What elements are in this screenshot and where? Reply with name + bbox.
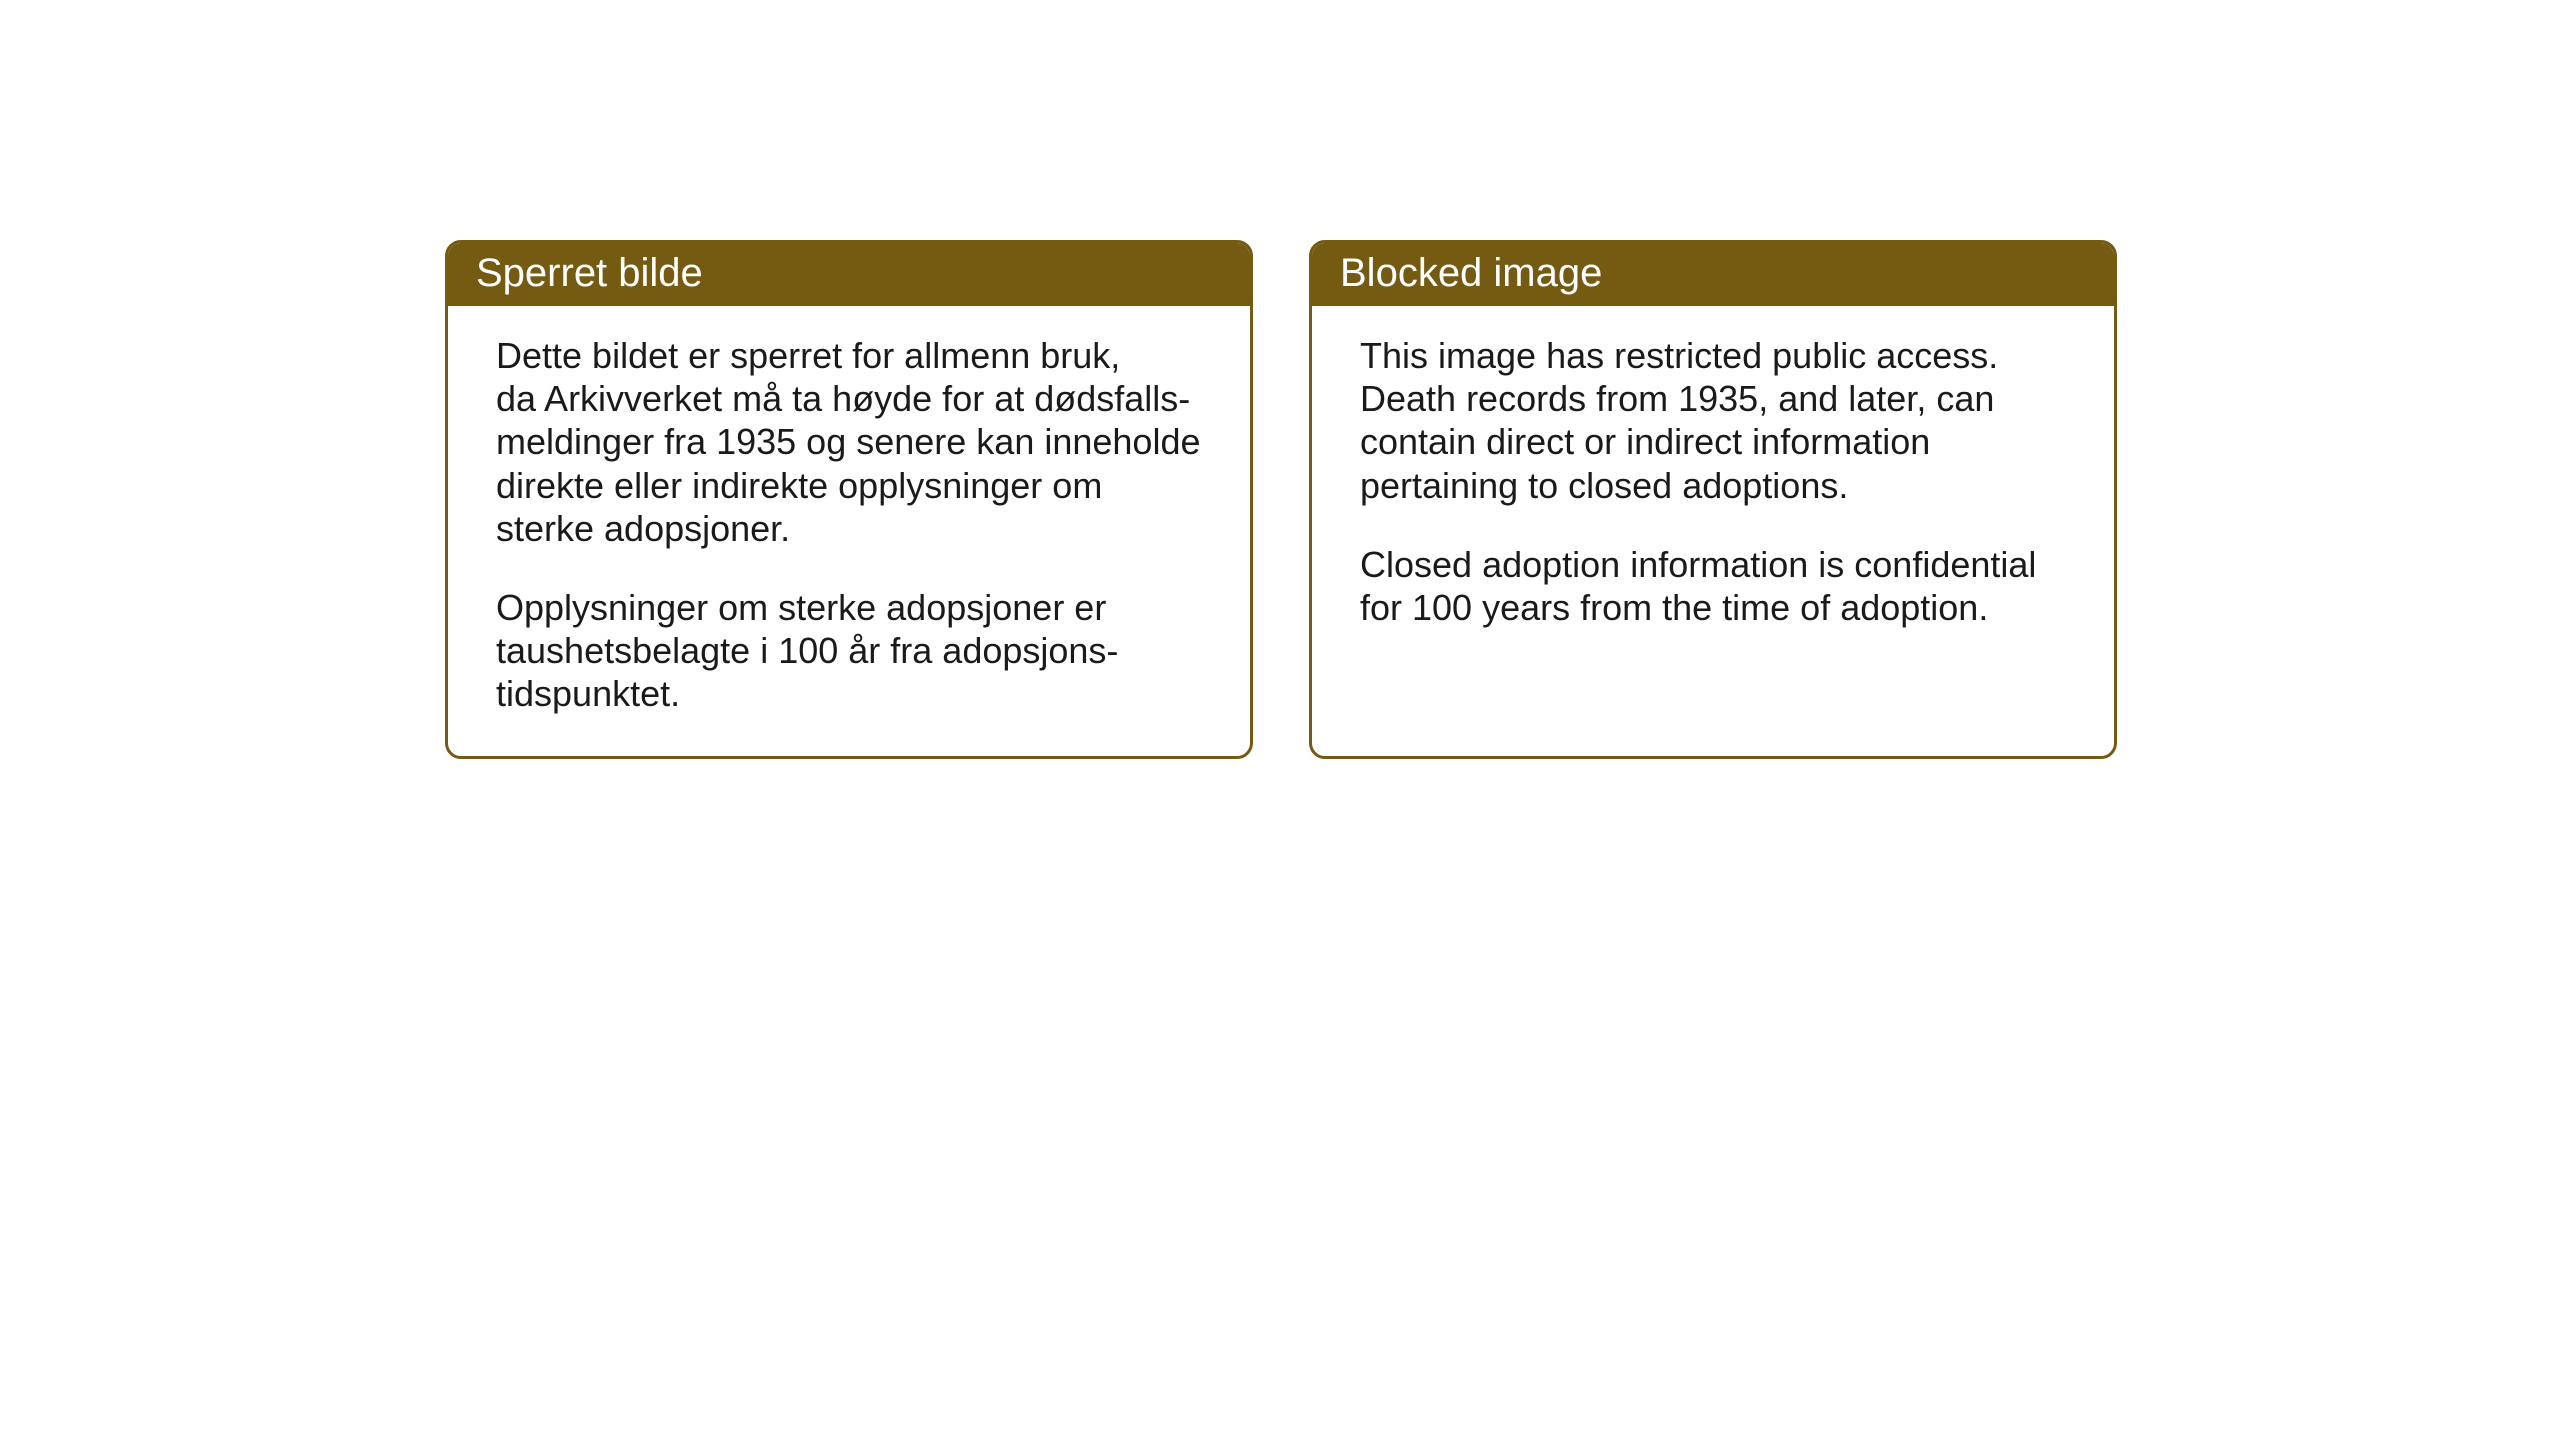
norwegian-paragraph-1: Dette bildet er sperret for allmenn bruk… — [496, 334, 1202, 550]
english-panel-header: Blocked image — [1312, 243, 2114, 306]
english-panel: Blocked image This image has restricted … — [1309, 240, 2117, 759]
english-paragraph-2: Closed adoption information is confident… — [1360, 543, 2066, 629]
norwegian-panel-body: Dette bildet er sperret for allmenn bruk… — [448, 306, 1250, 756]
norwegian-panel-header: Sperret bilde — [448, 243, 1250, 306]
norwegian-paragraph-2: Opplysninger om sterke adopsjoner er tau… — [496, 586, 1202, 716]
panels-container: Sperret bilde Dette bildet er sperret fo… — [445, 240, 2117, 759]
norwegian-panel: Sperret bilde Dette bildet er sperret fo… — [445, 240, 1253, 759]
norwegian-panel-title: Sperret bilde — [476, 251, 703, 295]
english-panel-body: This image has restricted public access.… — [1312, 306, 2114, 746]
english-panel-title: Blocked image — [1340, 251, 1602, 295]
english-paragraph-1: This image has restricted public access.… — [1360, 334, 2066, 507]
